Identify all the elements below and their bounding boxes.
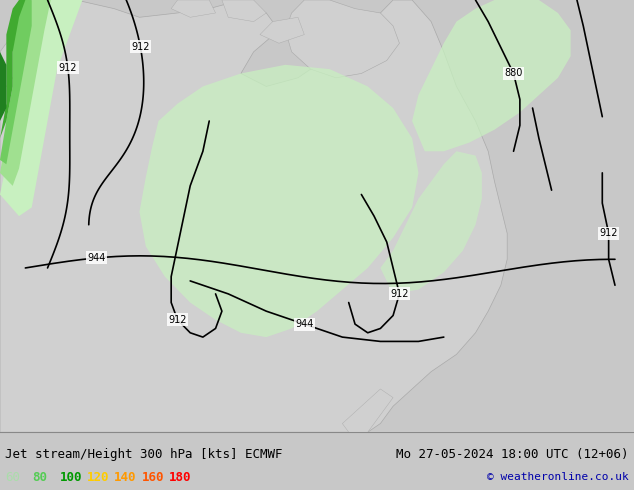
Polygon shape [0, 0, 51, 186]
Polygon shape [0, 0, 25, 138]
Polygon shape [0, 0, 32, 164]
Text: 140: 140 [114, 471, 136, 484]
Polygon shape [412, 0, 571, 151]
Polygon shape [380, 151, 482, 294]
Text: 60: 60 [5, 471, 20, 484]
Text: 80: 80 [32, 471, 48, 484]
Text: 912: 912 [168, 315, 187, 325]
Polygon shape [222, 0, 266, 22]
Polygon shape [260, 17, 304, 43]
Text: 880: 880 [505, 69, 522, 78]
Text: 160: 160 [141, 471, 164, 484]
Polygon shape [285, 0, 399, 78]
Text: Mo 27-05-2024 18:00 UTC (12+06): Mo 27-05-2024 18:00 UTC (12+06) [396, 448, 629, 462]
Polygon shape [0, 52, 6, 121]
Text: 100: 100 [60, 471, 82, 484]
Text: 912: 912 [58, 63, 77, 73]
Text: 944: 944 [295, 319, 313, 329]
Text: 120: 120 [87, 471, 109, 484]
Text: 912: 912 [390, 289, 409, 299]
Polygon shape [342, 389, 393, 432]
Polygon shape [139, 65, 418, 337]
Text: 912: 912 [131, 42, 150, 52]
Text: © weatheronline.co.uk: © weatheronline.co.uk [487, 472, 629, 482]
Text: 944: 944 [87, 253, 106, 263]
Text: 912: 912 [599, 228, 618, 238]
Text: 180: 180 [169, 471, 191, 484]
Polygon shape [0, 0, 507, 432]
Polygon shape [0, 0, 82, 216]
Text: Jet stream/Height 300 hPa [kts] ECMWF: Jet stream/Height 300 hPa [kts] ECMWF [5, 448, 283, 462]
Polygon shape [171, 0, 216, 17]
Polygon shape [0, 30, 32, 95]
